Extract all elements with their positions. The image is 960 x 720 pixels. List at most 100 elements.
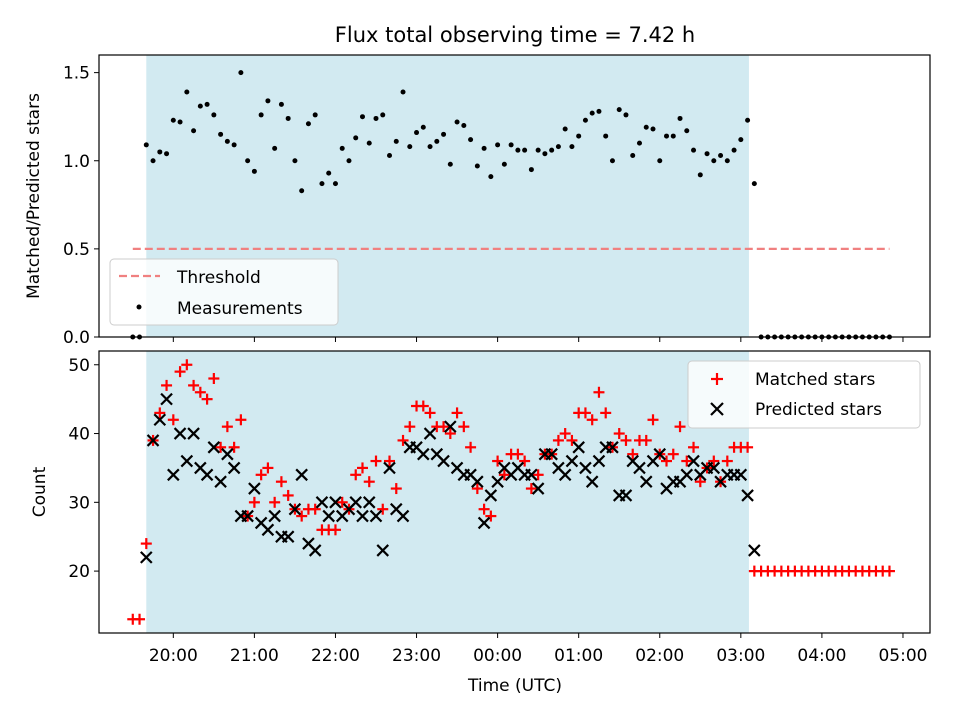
measurement-point [353, 135, 359, 141]
matched-star-point [681, 455, 693, 467]
matched-star-point [248, 496, 260, 508]
measurement-point [191, 128, 197, 134]
matched-star-point [384, 455, 396, 467]
measurement-point [643, 124, 649, 130]
measurement-point [555, 144, 561, 150]
matched-legend-marker [711, 373, 723, 385]
predicted-star-point [585, 475, 599, 488]
matched-star-point [498, 469, 510, 481]
matched-star-point [708, 455, 720, 467]
matched-star-point [134, 613, 146, 625]
predicted-star-point [471, 475, 484, 488]
measurement-point [265, 98, 271, 104]
measurement-point [542, 151, 548, 157]
measurements-legend-marker [136, 304, 142, 310]
predicted-star-point [741, 489, 754, 502]
predicted-star-point [383, 461, 396, 475]
measurement-point [670, 133, 676, 139]
predicted-star-point [687, 454, 700, 468]
matched-star-point [721, 455, 733, 467]
x-tick-label: 05:00 [878, 646, 927, 666]
matched-star-point [444, 428, 456, 440]
measurement-point [387, 152, 393, 158]
predicted-star-point [214, 475, 227, 488]
measurement-point [589, 110, 595, 116]
matched-stars-series [127, 359, 895, 625]
matched-star-point [742, 441, 754, 453]
measurement-point [738, 137, 744, 143]
predicted-star-point [531, 482, 545, 495]
measurements-legend-label: Measurements [177, 299, 303, 319]
predicted-star-point [396, 509, 410, 523]
measurement-point [218, 131, 224, 137]
bottom-legend: Matched stars Predicted stars [687, 360, 921, 429]
predicted-star-point [173, 427, 187, 440]
measurement-point [359, 114, 365, 120]
measurement-point [623, 112, 629, 118]
matched-star-point [694, 476, 706, 488]
predicted-star-point [295, 468, 308, 482]
measurement-point [501, 161, 507, 167]
matched-star-point [458, 421, 470, 433]
predicted-star-point [592, 454, 606, 468]
predicted-star-point [579, 461, 592, 475]
measurement-point [441, 131, 447, 137]
matched-star-point [404, 421, 416, 433]
measurement-point [339, 145, 345, 151]
x-tick-label: 23:00 [392, 646, 441, 666]
measurement-point [711, 158, 717, 164]
measurement-point [751, 181, 757, 187]
matched-star-point [309, 503, 321, 515]
measurement-point [319, 181, 325, 187]
top-x-ticks [172, 337, 904, 342]
matched-star-point [296, 510, 308, 522]
matched-star-point [275, 476, 287, 488]
bottom-y-tick-label: 50 [68, 356, 90, 376]
top-y-axis-label: Matched/Predicted stars [24, 93, 44, 299]
predicted-star-point [200, 468, 214, 482]
predicted-star-point [308, 544, 322, 557]
matched-star-point [485, 510, 497, 522]
matched-star-point [377, 503, 389, 515]
measurement-point [697, 172, 703, 178]
bottom-observing-window [146, 351, 749, 633]
measurement-point [177, 119, 183, 125]
measurement-point [258, 112, 264, 118]
matched-star-point [201, 393, 213, 405]
measurement-point [414, 130, 420, 136]
predicted-star-point [167, 468, 180, 482]
predicted-star-point [241, 509, 254, 523]
matched-star-point [262, 462, 274, 474]
predicted-star-point [180, 454, 194, 468]
measurement-point [332, 181, 338, 187]
predicted-star-point [639, 475, 653, 488]
matched-star-point [397, 434, 409, 446]
bottom-y-axis-label: Count [30, 466, 50, 517]
x-tick-label: 20:00 [149, 646, 198, 666]
predicted-legend-label: Predicted stars [755, 400, 882, 420]
measurement-point [400, 89, 406, 95]
predicted-star-point [187, 427, 200, 440]
measurement-point [528, 167, 534, 173]
measurement-point [224, 138, 230, 144]
predicted-star-point [356, 509, 369, 523]
x-tick-label: 04:00 [797, 646, 846, 666]
measurement-point [596, 108, 602, 114]
predicted-star-point [484, 489, 498, 502]
measurement-point [657, 158, 663, 164]
measurement-point [562, 126, 568, 132]
predicted-star-point [680, 468, 694, 482]
matched-star-point [424, 407, 436, 419]
measurement-point [495, 142, 501, 148]
predicted-star-point [362, 496, 376, 509]
predicted-star-point [423, 427, 437, 440]
measurement-point [420, 124, 426, 130]
predicted-star-point [707, 461, 721, 475]
matched-star-point [519, 455, 531, 467]
matched-star-point [661, 455, 673, 467]
measurement-point [238, 70, 244, 76]
matched-star-point [161, 379, 173, 391]
matched-star-point [154, 407, 166, 419]
predicted-star-point [153, 413, 167, 427]
matched-star-point [221, 421, 233, 433]
